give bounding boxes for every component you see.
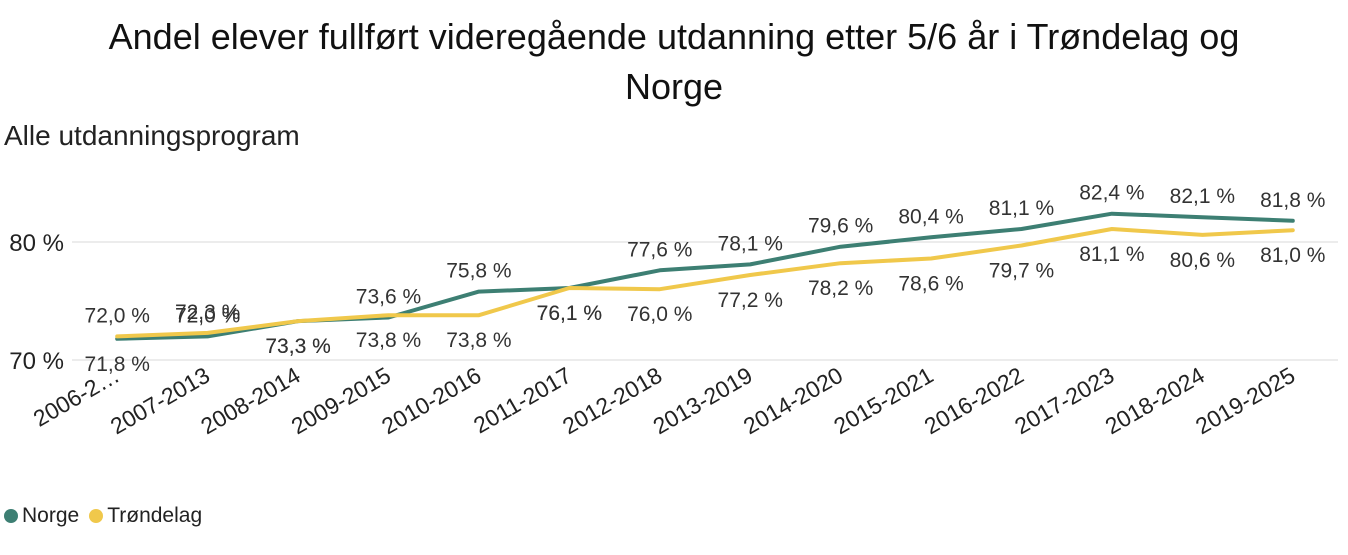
data-label-norge: 82,4 % (1079, 182, 1144, 205)
data-label-norge: 82,1 % (1170, 185, 1235, 208)
data-label-trondelag: 81,0 % (1260, 244, 1325, 267)
data-label-norge: 72,0 % (175, 304, 240, 327)
legend-swatch-trondelag (89, 509, 104, 523)
x-tick-label: 2013-2019 (648, 362, 756, 440)
line-chart: 70 % 80 % 2006-2…2007-20132008-20142009-2… (9, 182, 1338, 440)
data-labels: 71,8 % 72,0 % 73,3 % 73,6 % 75,8 % 76,1 % 77,6… (85, 182, 1326, 376)
x-tick-label: 2008-2014 (196, 362, 304, 440)
data-label-norge: 81,8 % (1260, 189, 1325, 212)
data-label-trondelag: 73,3 % (265, 335, 330, 358)
data-label-norge: 77,6 % (627, 238, 692, 261)
x-axis-ticks: 2006-2…2007-20132008-20142009-20152010-2… (29, 362, 1300, 440)
data-label-norge: 73,6 % (356, 286, 421, 309)
x-tick-label: 2009-2015 (287, 362, 395, 440)
data-label-norge: 73,3 % (265, 335, 330, 358)
series-lines (115, 211, 1295, 341)
data-label-trondelag: 80,6 % (1170, 249, 1235, 272)
x-tick-label: 2010-2016 (377, 362, 485, 440)
data-label-trondelag: 72,3 % (175, 301, 240, 324)
legend-label-trondelag: Trøndelag (107, 504, 203, 527)
x-tick-label: 2012-2018 (558, 362, 666, 440)
data-label-trondelag: 78,2 % (808, 277, 873, 300)
x-tick-label: 2015-2021 (829, 362, 937, 440)
data-label-trondelag: 76,0 % (627, 303, 692, 326)
data-label-trondelag: 77,2 % (718, 289, 783, 312)
data-label-trondelag: 72,0 % (85, 304, 150, 327)
y-axis-ticks: 70 % 80 % (9, 230, 64, 375)
chart-title-line-2: Norge (624, 66, 724, 107)
legend-item-norge: Norge (4, 504, 79, 528)
y-tick-label: 80 % (9, 230, 64, 257)
x-tick-label: 2016-2022 (920, 362, 1028, 440)
data-label-norge: 76,1 % (537, 302, 602, 325)
legend-item-trondelag: Trøndelag (89, 504, 202, 528)
data-label-norge: 78,1 % (718, 232, 783, 255)
data-label-norge: 71,8 % (85, 353, 150, 376)
x-tick-label: 2018-2024 (1101, 362, 1209, 440)
data-label-trondelag: 79,7 % (989, 260, 1054, 283)
legend-swatch-norge (4, 509, 18, 523)
data-label-trondelag: 81,1 % (1079, 243, 1144, 266)
y-tick-label: 70 % (9, 348, 64, 375)
data-label-trondelag: 73,8 % (446, 329, 511, 352)
chart-title-line-1: Andel elever fullført videregående utdan… (108, 16, 1240, 57)
chart-legend: Norge Trøndelag (4, 504, 212, 528)
data-label-norge: 79,6 % (808, 215, 873, 238)
legend-label-norge: Norge (22, 504, 80, 527)
gridlines (72, 241, 1338, 361)
x-tick-label: 2019-2025 (1191, 362, 1299, 440)
x-tick-label: 2017-2023 (1010, 362, 1118, 440)
x-tick-label: 2011-2017 (469, 362, 576, 439)
data-label-norge: 75,8 % (446, 260, 511, 283)
series-line-trondelag (115, 227, 1295, 339)
x-tick-label: 2014-2020 (739, 362, 847, 440)
data-label-trondelag: 78,6 % (898, 273, 963, 296)
data-label-trondelag: 76,1 % (537, 302, 602, 325)
data-label-norge: 81,1 % (989, 197, 1054, 220)
data-label-norge: 80,4 % (898, 205, 963, 228)
chart-title: Andel elever fullført videregående utdan… (0, 12, 1348, 112)
chart-subtitle: Alle utdanningsprogram (4, 120, 300, 151)
data-label-trondelag: 73,8 % (356, 329, 421, 352)
